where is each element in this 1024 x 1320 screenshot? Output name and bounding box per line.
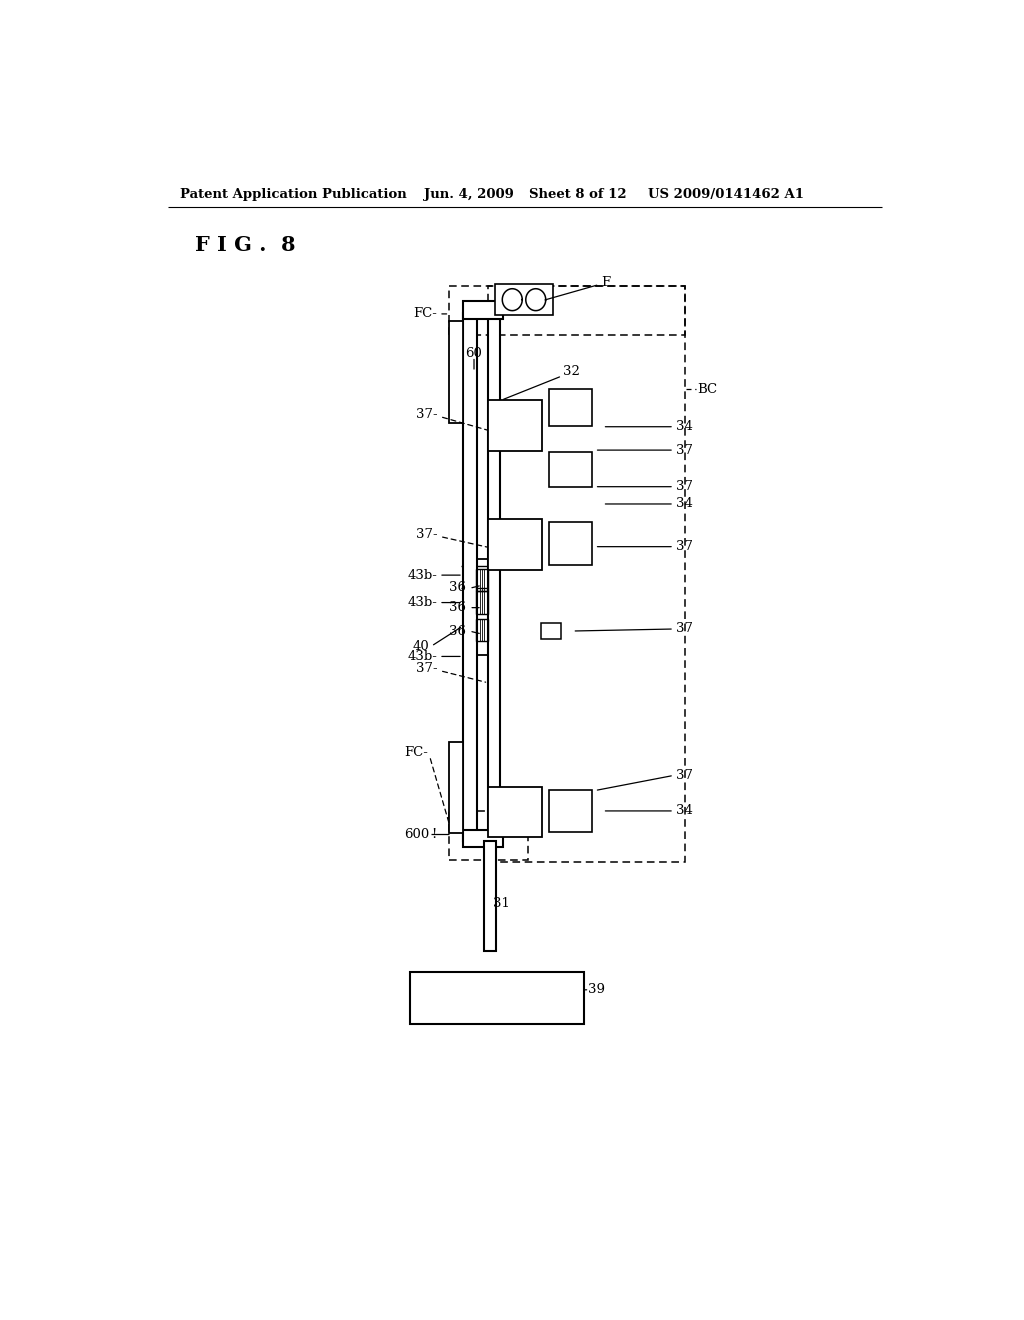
Bar <box>549 453 592 487</box>
Text: 37: 37 <box>676 623 692 635</box>
Bar <box>475 619 488 642</box>
Bar <box>449 810 528 859</box>
Text: !: ! <box>431 828 436 841</box>
Bar <box>463 313 477 841</box>
Bar <box>549 389 592 426</box>
Text: 39: 39 <box>588 983 605 997</box>
Bar <box>488 519 543 570</box>
Bar <box>488 313 500 841</box>
Text: 37-: 37- <box>416 663 437 675</box>
Text: 600: 600 <box>404 828 430 841</box>
Bar <box>490 408 518 444</box>
Text: 34: 34 <box>676 420 692 433</box>
Text: FC-: FC- <box>414 308 437 321</box>
Bar <box>541 623 560 639</box>
Text: 32: 32 <box>563 366 580 379</box>
Text: 37: 37 <box>676 768 692 781</box>
Text: US 2009/0141462 A1: US 2009/0141462 A1 <box>648 189 804 202</box>
Bar <box>495 284 553 315</box>
Bar <box>490 527 518 562</box>
Text: 36: 36 <box>449 581 466 594</box>
Bar <box>410 972 585 1024</box>
Text: 60: 60 <box>465 347 482 360</box>
Text: Sheet 8 of 12: Sheet 8 of 12 <box>528 189 627 202</box>
Text: 43b-: 43b- <box>408 569 437 582</box>
Bar <box>463 301 503 319</box>
Bar <box>488 787 543 837</box>
Bar <box>475 591 488 614</box>
Text: 34: 34 <box>676 804 692 817</box>
Bar <box>488 286 685 862</box>
Text: FC-: FC- <box>404 747 428 759</box>
Text: F I G .  8: F I G . 8 <box>196 235 296 255</box>
Text: 37-: 37- <box>416 528 437 541</box>
Bar <box>549 523 592 565</box>
Bar <box>449 742 463 833</box>
Text: 43b-: 43b- <box>408 597 437 609</box>
Text: 37: 37 <box>676 480 692 494</box>
Text: 43b-: 43b- <box>408 649 437 663</box>
Bar <box>463 558 492 656</box>
Text: F: F <box>601 276 610 289</box>
Text: 36: 36 <box>449 601 466 614</box>
Text: Jun. 4, 2009: Jun. 4, 2009 <box>424 189 514 202</box>
Bar <box>449 321 463 422</box>
Bar <box>483 841 497 952</box>
Bar <box>549 789 592 833</box>
Text: 37: 37 <box>676 540 692 553</box>
Text: 40: 40 <box>413 640 430 653</box>
Text: BC: BC <box>697 383 717 396</box>
Text: 31: 31 <box>494 896 510 909</box>
Bar <box>449 286 685 335</box>
Text: Patent Application Publication: Patent Application Publication <box>179 189 407 202</box>
Text: 37-: 37- <box>416 408 437 421</box>
Bar <box>475 569 488 591</box>
Text: 37: 37 <box>676 444 692 457</box>
Bar <box>463 830 503 846</box>
Bar <box>490 793 518 830</box>
Text: 34: 34 <box>676 498 692 511</box>
Text: 36: 36 <box>449 624 466 638</box>
Bar <box>488 400 543 451</box>
